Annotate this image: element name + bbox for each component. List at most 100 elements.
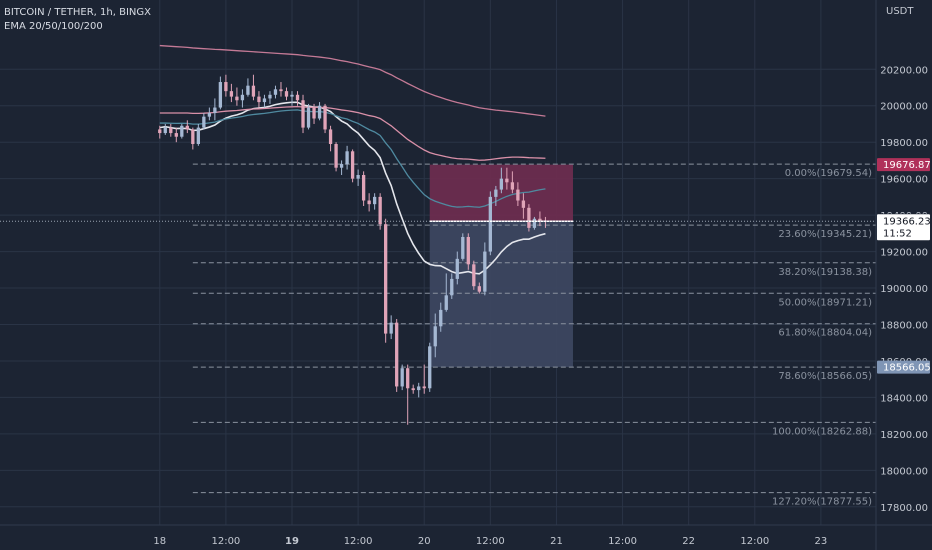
price-tick-label: 19600.00 (880, 175, 928, 186)
candle-body (207, 113, 212, 117)
price-tag-value: 18566.05 (883, 363, 931, 374)
candle (290, 91, 294, 106)
candle (218, 76, 223, 110)
candle (439, 302, 443, 332)
candle-body (224, 82, 228, 92)
candle (461, 233, 465, 261)
candle-body (532, 218, 537, 228)
candle (158, 125, 162, 139)
candle-body (246, 85, 250, 95)
candle-body (499, 178, 504, 190)
candle (450, 273, 454, 299)
candle (251, 74, 256, 101)
price-tick-label: 18400.00 (880, 393, 928, 404)
ema-line (159, 105, 546, 161)
candle (406, 364, 410, 425)
candle-body (450, 278, 454, 296)
candle-body (345, 151, 349, 165)
price-tick-label: 20000.00 (880, 102, 928, 113)
candle (202, 113, 206, 130)
candle-body (439, 309, 443, 327)
price-tick-label: 18000.00 (880, 466, 928, 477)
candle-body (295, 94, 300, 101)
price-tag: 18566.05 (877, 360, 931, 374)
candle (169, 123, 173, 137)
candle (246, 78, 250, 97)
price-tick-label: 19200.00 (880, 248, 928, 259)
candle-body (400, 368, 404, 387)
time-tick-label: 23 (815, 536, 828, 547)
candle (306, 103, 311, 130)
candle-body (455, 258, 459, 279)
candle-body (213, 107, 217, 114)
candle-body (284, 91, 289, 97)
candle (207, 107, 212, 121)
price-tick-label: 18800.00 (880, 320, 928, 331)
candle-body (510, 182, 515, 190)
candle (235, 87, 239, 106)
candle-body (202, 116, 206, 128)
symbol-label[interactable]: BITCOIN / TETHER, 1h, BINGX (4, 7, 151, 18)
candle-body (218, 82, 223, 108)
candle-body (411, 388, 415, 391)
time-tick-label: 12:00 (740, 536, 769, 547)
candle (224, 74, 228, 97)
candle (455, 251, 459, 285)
candle-body (516, 189, 520, 201)
candles (158, 74, 548, 425)
candle-body (494, 189, 498, 197)
candle (279, 82, 283, 97)
candle (510, 171, 515, 194)
candle (317, 102, 322, 121)
price-tag-value: 19366.23 (883, 216, 931, 227)
time-tick-label: 19 (285, 536, 299, 547)
candle (262, 94, 267, 108)
price-tick-label: 18200.00 (880, 430, 928, 441)
candle-body (488, 196, 492, 252)
candle (384, 218, 388, 343)
candle (268, 91, 272, 104)
candle (477, 282, 481, 294)
time-tick-label: 21 (550, 536, 563, 547)
candle-body (163, 127, 167, 134)
candle (499, 167, 504, 194)
candle (273, 85, 278, 99)
candle-body (257, 96, 261, 103)
candle-body (306, 107, 311, 128)
candle (240, 89, 245, 108)
candle-body (466, 236, 470, 265)
candle (174, 127, 178, 143)
price-tag-box (877, 214, 930, 241)
candle (185, 120, 189, 134)
candle-body (191, 129, 195, 145)
candle (312, 103, 316, 124)
candle (527, 204, 531, 232)
ema-line (159, 44, 546, 117)
candle (422, 364, 426, 394)
candle (323, 103, 327, 134)
time-tick-label: 12:00 (476, 536, 505, 547)
candle (301, 94, 305, 134)
candle (395, 319, 399, 392)
candle (372, 193, 377, 210)
chart-legend: BITCOIN / TETHER, 1h, BINGX EMA 20/50/10… (4, 6, 151, 34)
candle-body (334, 144, 338, 168)
take-profit-zone (429, 221, 573, 368)
candle (191, 127, 195, 150)
time-tick-label: 20 (418, 536, 431, 547)
candle-body (323, 105, 327, 130)
candle (466, 233, 470, 270)
candle (295, 91, 300, 106)
candle (229, 83, 234, 103)
candle-body (262, 98, 267, 103)
candle (180, 123, 184, 139)
candle (428, 342, 432, 392)
price-tick-label: 19800.00 (880, 138, 928, 149)
candle-body (268, 94, 272, 99)
candle-body (317, 105, 322, 119)
indicator-label[interactable]: EMA 20/50/100/200 (4, 21, 103, 32)
candle-body (406, 368, 410, 389)
time-tick-label: 12:00 (608, 536, 637, 547)
